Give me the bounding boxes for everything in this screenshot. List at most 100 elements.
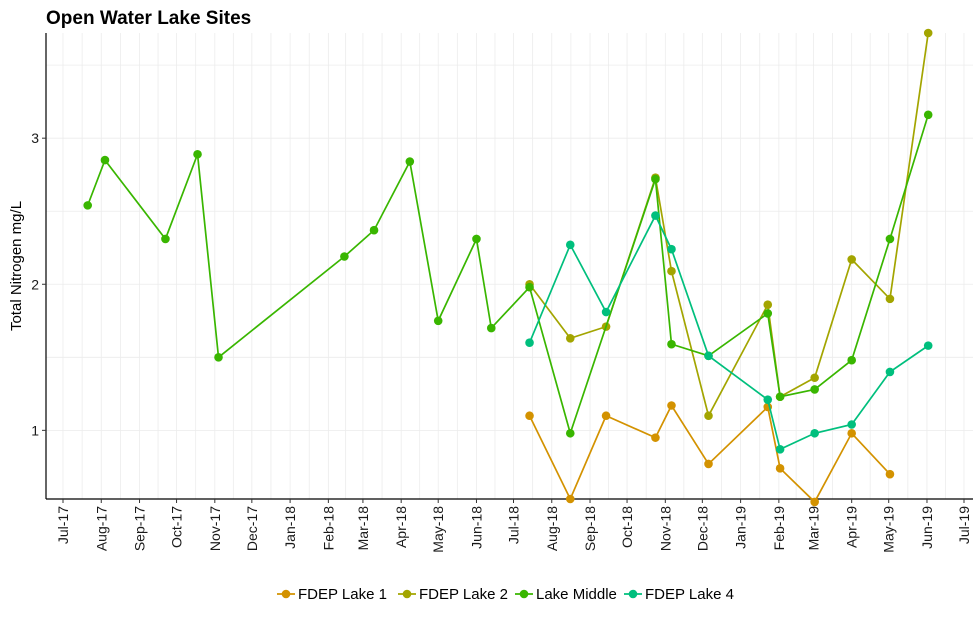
series-fdep-lake-4: [525, 211, 933, 454]
series-line: [528, 213, 929, 451]
data-point: [667, 244, 676, 254]
data-point: [763, 300, 773, 310]
series-line: [528, 32, 930, 419]
x-tick-label: Jul-19: [956, 506, 972, 544]
legend-item: FDEP Lake 4: [624, 586, 734, 603]
grid: [46, 33, 973, 499]
series-fdep-lake-2: [525, 28, 933, 421]
data-point: [885, 294, 895, 304]
x-tick-label: Feb-19: [771, 506, 787, 551]
legend-key-point: [281, 589, 291, 599]
x-tick-label: Feb-18: [320, 506, 336, 551]
data-point: [472, 234, 481, 244]
data-point: [651, 211, 660, 220]
x-tick-label: Nov-18: [657, 506, 673, 551]
legend-label: Lake Middle: [536, 586, 617, 603]
data-point: [83, 201, 92, 210]
data-point: [704, 459, 713, 469]
x-tick-label: Jul-17: [55, 506, 71, 544]
x-tick-label: Sep-18: [582, 506, 598, 551]
legend-key-point: [628, 589, 638, 599]
x-tick-label: May-18: [430, 506, 446, 553]
x-tick-label: Apr-18: [393, 506, 409, 548]
data-point: [565, 494, 575, 504]
y-tick-label: 3: [31, 130, 39, 146]
data-point: [923, 110, 933, 120]
legend-key-point: [402, 589, 412, 599]
data-point: [923, 341, 933, 350]
legend-label: FDEP Lake 4: [645, 586, 734, 603]
data-point: [667, 339, 676, 349]
x-tick-label: Jun-19: [919, 506, 935, 549]
x-tick-label: Aug-18: [544, 506, 560, 551]
axes: 1 2 3 Jul-17 Aug-17 Sep-17 Oct-17 Nov-17 Dec-17 J…: [31, 33, 973, 553]
x-tick-label: Jan-18: [282, 506, 298, 549]
legend-item: FDEP Lake 1: [277, 586, 387, 603]
data-point: [704, 351, 713, 361]
data-point: [810, 497, 819, 507]
data-point: [775, 445, 785, 454]
data-point: [369, 225, 379, 235]
data-point: [525, 411, 534, 421]
data-point: [810, 428, 819, 438]
series-fdep-lake-1: [525, 401, 895, 507]
data-point: [847, 255, 856, 264]
data-point: [161, 234, 170, 244]
data-point: [847, 428, 856, 438]
series-line: [86, 114, 930, 437]
legend-label: FDEP Lake 2: [419, 586, 508, 603]
x-tick-label: Jul-18: [506, 506, 522, 544]
data-point: [651, 433, 660, 442]
data-point: [486, 323, 496, 333]
series-layer: [83, 28, 933, 507]
data-point: [847, 420, 856, 429]
data-point: [405, 157, 415, 166]
x-tick-label: Nov-17: [207, 506, 223, 551]
legend: FDEP Lake 1 FDEP Lake 2 Lake Middle FDEP La…: [277, 586, 734, 603]
x-tick-label: Mar-18: [355, 506, 371, 551]
x-tick-label: Oct-17: [169, 506, 185, 548]
data-point: [775, 392, 785, 402]
data-point: [601, 307, 611, 317]
data-point: [214, 353, 223, 362]
x-tick-label: Sep-17: [132, 506, 148, 551]
series-lake-middle: [83, 110, 933, 438]
data-point: [775, 464, 785, 473]
data-point: [433, 316, 443, 326]
legend-item: FDEP Lake 2: [398, 586, 508, 603]
x-tick-label: Apr-19: [844, 506, 860, 548]
x-tick-label: Jan-19: [733, 506, 749, 549]
legend-key-point: [519, 589, 529, 599]
chart-title: Open Water Lake Sites: [46, 8, 251, 29]
data-point: [810, 385, 819, 394]
data-point: [100, 155, 110, 165]
data-point: [601, 411, 611, 421]
data-point: [885, 234, 895, 244]
legend-item: Lake Middle: [515, 586, 617, 603]
y-tick-label: 2: [31, 276, 39, 292]
x-tick-label: Mar-19: [805, 506, 821, 551]
data-point: [525, 338, 534, 347]
y-axis-label: Total Nitrogen mg/L: [8, 201, 25, 331]
data-point: [193, 149, 202, 159]
data-point: [763, 309, 773, 318]
data-point: [810, 373, 819, 383]
data-point: [565, 428, 575, 438]
data-point: [885, 469, 895, 479]
data-point: [565, 334, 575, 343]
data-point: [923, 28, 933, 38]
data-point: [667, 401, 676, 410]
data-point: [704, 411, 713, 421]
y-tick-label: 1: [31, 422, 39, 438]
x-tick-label: May-19: [881, 506, 897, 553]
x-tick-label: Dec-18: [694, 506, 710, 551]
legend-label: FDEP Lake 1: [298, 586, 387, 603]
data-point: [847, 355, 856, 365]
x-tick-label: Oct-18: [619, 506, 635, 548]
data-point: [525, 282, 534, 292]
data-point: [885, 367, 895, 377]
data-point: [667, 266, 676, 276]
series-line: [528, 403, 891, 504]
x-tick-label: Aug-17: [93, 506, 109, 551]
